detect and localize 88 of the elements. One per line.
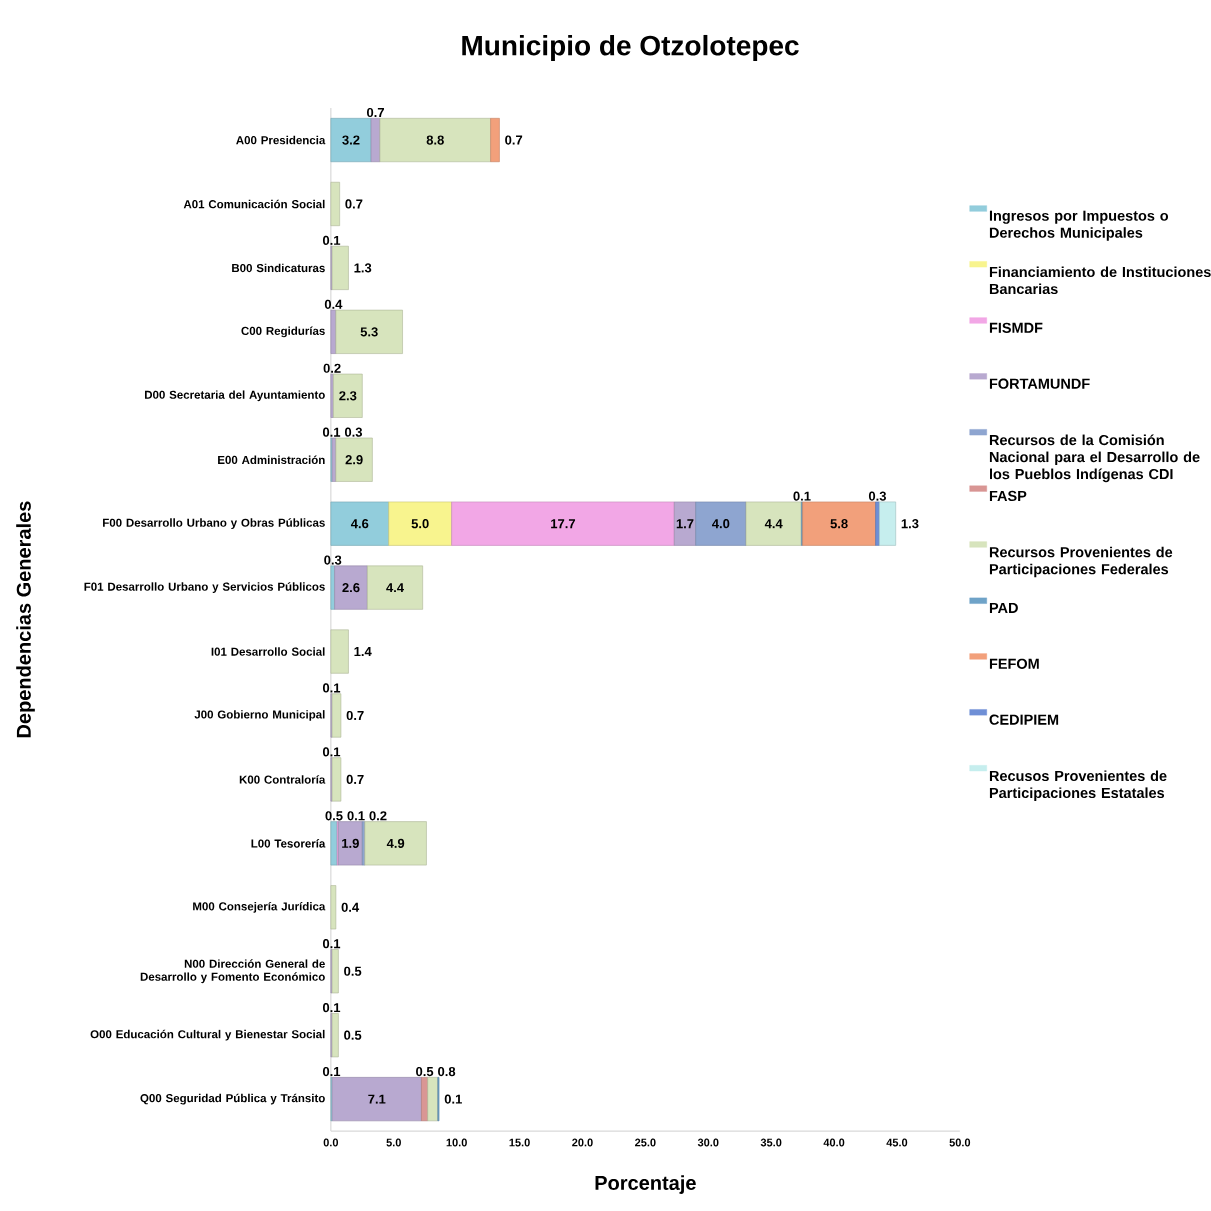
x-tick-label: 0.0 xyxy=(323,1138,339,1147)
y-tick-label: D00 Secretaria del Ayuntamiento xyxy=(145,390,325,402)
data-label: 0.5 xyxy=(325,811,343,821)
data-label: 1.3 xyxy=(901,519,919,529)
legend-label: CEDIPIEM xyxy=(989,714,1059,725)
x-tick-label: 5.0 xyxy=(386,1138,401,1147)
data-label: 2.6 xyxy=(342,583,360,593)
y-tick-label: L00 Tesorería xyxy=(251,839,326,848)
data-label: 1.9 xyxy=(342,838,359,848)
legend-label: FISMDF xyxy=(989,322,1043,333)
data-label: 5.3 xyxy=(360,327,378,337)
y-tick-label: F00 Desarrollo Urbano y Obras Públicas xyxy=(103,518,325,530)
data-label: 0.7 xyxy=(345,199,363,209)
x-tick-label: 45.0 xyxy=(886,1138,908,1147)
y-tick-label: K00 Contraloría xyxy=(239,775,326,784)
data-label: 0.7 xyxy=(346,774,364,785)
data-label: 0.1 xyxy=(347,811,365,821)
y-tick-label: E00 Administración xyxy=(218,455,325,464)
data-label: 0.1 xyxy=(322,683,341,693)
data-label: 17.7 xyxy=(551,519,576,529)
x-tick-label: 40.0 xyxy=(823,1138,845,1147)
x-tick-label: 20.0 xyxy=(572,1138,593,1147)
data-label: 0.7 xyxy=(505,135,523,145)
x-axis-title: Porcentaje xyxy=(595,1175,696,1194)
y-tick-label: M00 Consejería Jurídica xyxy=(193,901,326,913)
legend-label: FORTAMUNDF xyxy=(989,378,1090,389)
data-label: 1.7 xyxy=(676,519,694,529)
data-label: 0.2 xyxy=(369,811,387,821)
data-label: 5.8 xyxy=(830,519,848,529)
legend-label: Recursos de la Comisión Nacional para el Desarrollo de los Pueblos Indígenas CDI xyxy=(989,434,1200,483)
data-label: 1.3 xyxy=(354,263,372,273)
legend-label: Recusos Provenientes de Participaciones Estatales xyxy=(989,770,1167,801)
y-tick-label: O00 Educación Cultural y Bienestar Social xyxy=(90,1029,325,1041)
y-tick-label: A00 Presidencia xyxy=(236,135,326,145)
data-label: 0.1 xyxy=(322,235,341,245)
y-tick-label: Q00 Seguridad Pública y Tránsito xyxy=(140,1093,325,1105)
y-tick-label: B00 Sindicaturas xyxy=(232,263,325,273)
x-tick-label: 50.0 xyxy=(949,1138,971,1147)
x-tick-label: 10.0 xyxy=(446,1138,467,1147)
legend-label: PAD xyxy=(989,602,1018,613)
data-label: 0.1 xyxy=(322,427,341,437)
data-label: 0.1 xyxy=(322,1003,341,1013)
y-axis-title: Dependencias Generales xyxy=(16,501,35,738)
y-tick-label: C00 Regidurías xyxy=(241,326,325,338)
data-label: 0.1 xyxy=(322,1066,341,1077)
data-label: 8.8 xyxy=(426,135,444,145)
y-tick-label: A01 Comunicación Social xyxy=(183,199,325,209)
data-label: 4.0 xyxy=(712,519,730,529)
legend-label: Recursos Provenientes de Participaciones Federales xyxy=(989,546,1173,578)
data-label: 3.2 xyxy=(342,135,360,145)
x-tick-label: 30.0 xyxy=(697,1138,719,1147)
data-label: 0.1 xyxy=(322,747,341,757)
data-label: 0.3 xyxy=(344,427,363,437)
legend-label: Ingresos por Impuestos o Derechos Municipales xyxy=(989,210,1169,241)
x-tick-label: 15.0 xyxy=(509,1138,530,1147)
y-tick-label: J00 Gobierno Municipal xyxy=(194,710,325,721)
data-label: 0.1 xyxy=(322,939,341,949)
data-label: 0.1 xyxy=(793,491,811,501)
data-label: 4.9 xyxy=(386,838,405,848)
legend-label: FASP xyxy=(989,490,1027,502)
data-label: 0.5 xyxy=(344,1030,362,1040)
data-label: 4.4 xyxy=(764,519,783,529)
data-label: 0.3 xyxy=(868,491,887,501)
data-label: 7.1 xyxy=(368,1094,386,1104)
data-label: 0.4 xyxy=(324,299,343,309)
data-label: 0.5 xyxy=(416,1066,434,1077)
data-label: 5.0 xyxy=(411,519,429,529)
chart-title: Municipio de Otzolotepec xyxy=(462,34,799,62)
x-tick-label: 35.0 xyxy=(760,1138,782,1147)
legend-label: FEFOM xyxy=(989,658,1039,669)
data-label: 0.5 xyxy=(344,966,362,976)
y-tick-label: I01 Desarrollo Social xyxy=(211,647,325,656)
legend-label: Financiamiento de Instituciones Bancarias xyxy=(989,266,1211,295)
data-label: 2.9 xyxy=(345,455,363,465)
data-label: 4.6 xyxy=(350,519,369,529)
data-label: 4.4 xyxy=(386,583,404,593)
x-tick-label: 25.0 xyxy=(635,1138,656,1147)
data-label: 0.4 xyxy=(341,902,360,912)
data-label: 1.4 xyxy=(354,647,372,657)
y-tick-label: F01 Desarrollo Urbano y Servicios Públicos xyxy=(84,582,325,594)
data-label: 0.7 xyxy=(366,107,384,118)
y-tick-label: N00 Dirección General de Desarrollo y Fomento Económico xyxy=(140,959,325,984)
data-label: 0.2 xyxy=(323,363,341,373)
data-label: 0.1 xyxy=(444,1094,462,1104)
data-label: 0.7 xyxy=(346,710,364,721)
data-label: 0.8 xyxy=(438,1066,456,1077)
data-label: 2.3 xyxy=(339,391,357,401)
data-label: 0.3 xyxy=(324,555,342,565)
